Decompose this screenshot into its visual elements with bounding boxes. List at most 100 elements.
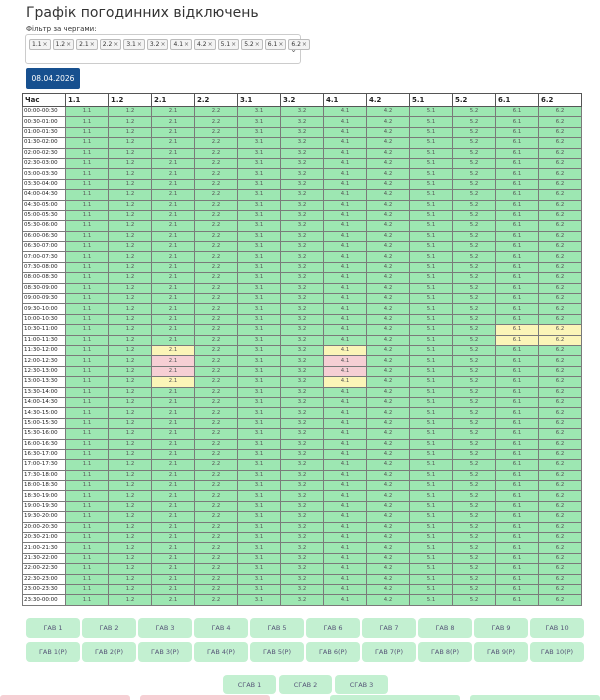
close-icon[interactable]: × [231, 41, 237, 48]
queue-status-cell: 1.1 [65, 365, 109, 378]
queue-status-cell: 5.1 [409, 313, 453, 326]
queue-status-cell: 4.2 [366, 230, 410, 243]
queue-status-cell: 4.2 [366, 220, 410, 232]
queue-status-cell: 5.2 [452, 220, 496, 232]
gav_r-button[interactable]: ГАВ 5(Р) [250, 642, 304, 662]
column-header-queue: 4.2 [366, 93, 410, 107]
gav_r-button[interactable]: ГАВ 7(Р) [362, 642, 416, 662]
gav-button[interactable]: ГАВ 7 [362, 618, 416, 638]
group-buttons: ГАВ 1 ГАВ 2 ГАВ 3 ГАВ 4 ГАВ 5 ГАВ 6 ГАВ 7 ГАВ 8… [26, 618, 586, 666]
queue-filter-select[interactable]: 1.1 × 1.2 × 2.1 × 2.2 × 3.1 × 3.2 × 4.1 × 4.2 × 5.1 × 5.2 ×… [25, 34, 310, 64]
gav-button[interactable]: ГАВ 1 [26, 618, 80, 638]
queue-status-cell: 5.2 [452, 500, 496, 513]
filter-chip[interactable]: 3.1 × [123, 39, 145, 50]
close-icon[interactable]: × [278, 41, 284, 48]
queue-status-cell: 1.2 [108, 105, 152, 118]
queue-status-cell: 3.2 [280, 448, 324, 461]
queue-status-cell: 6.2 [538, 168, 582, 180]
gav_r-button[interactable]: ГАВ 2(Р) [82, 642, 136, 662]
time-slot-cell: 01:00-01:30 [22, 126, 66, 139]
time-slot-cell: 16:30-17:00 [22, 448, 66, 461]
gav_r-button[interactable]: ГАВ 1(Р) [26, 642, 80, 662]
queue-status-cell: 3.2 [280, 407, 324, 419]
filter-chip[interactable]: 2.1 × [76, 39, 98, 50]
gav_r-button[interactable]: ГАВ 10(Р) [530, 642, 584, 662]
queue-status-cell: 2.2 [194, 438, 238, 450]
filter-chip[interactable]: 3.2 × [146, 39, 169, 50]
close-icon[interactable]: × [66, 41, 72, 48]
close-icon[interactable]: × [89, 41, 95, 48]
queue-status-cell: 6.2 [538, 531, 582, 544]
queue-status-cell: 6.1 [495, 230, 539, 243]
time-slot-cell: 05:00-05:30 [22, 209, 66, 222]
filter-chip[interactable]: 1.2 × [52, 39, 75, 50]
queue-status-cell: 5.2 [452, 428, 496, 440]
filter-chip[interactable]: 6.1 × [264, 39, 287, 50]
gav-button[interactable]: ГАВ 10 [530, 618, 584, 638]
queue-status-cell: 4.1 [323, 490, 367, 502]
gav_r-button[interactable]: ГАВ 4(Р) [194, 642, 248, 662]
queue-status-cell: 1.2 [108, 531, 152, 544]
gav_r-button[interactable]: ГАВ 9(Р) [474, 642, 528, 662]
gav-button[interactable]: ГАВ 3 [138, 618, 192, 638]
queue-status-cell: 4.1 [323, 324, 367, 336]
queue-status-cell: 4.1 [323, 178, 367, 191]
sgav-button[interactable]: СГАВ 2 [279, 675, 332, 694]
close-icon[interactable]: × [113, 41, 119, 48]
gav_r-button[interactable]: ГАВ 6(Р) [306, 642, 360, 662]
gav-button[interactable]: ГАВ 8 [418, 618, 472, 638]
filter-chip[interactable]: 6.2 × [288, 39, 310, 50]
queue-status-cell: 2.2 [194, 116, 238, 128]
sgav-button[interactable]: СГАВ 3 [335, 675, 388, 694]
close-icon[interactable]: × [254, 41, 260, 48]
queue-status-cell: 3.1 [237, 241, 281, 253]
gav-button[interactable]: ГАВ 2 [82, 618, 136, 638]
filter-chip[interactable]: 1.1 × [29, 39, 51, 50]
queue-status-cell: 6.2 [538, 542, 582, 554]
filter-chip[interactable]: 5.1 × [217, 39, 240, 50]
queue-status-cell: 6.2 [538, 428, 582, 440]
queue-status-cell: 2.2 [194, 490, 238, 502]
filter-chip[interactable]: 4.2 × [194, 39, 216, 50]
queue-status-cell: 2.2 [194, 563, 238, 575]
sgav-button[interactable]: СГАВ 1 [223, 675, 276, 694]
queue-status-cell: 4.1 [323, 407, 367, 419]
gav_r-button[interactable]: ГАВ 8(Р) [418, 642, 472, 662]
queue-status-cell: 2.1 [151, 459, 195, 471]
date-button[interactable]: 08.04.2026 [26, 68, 80, 89]
queue-status-cell: 4.1 [323, 459, 367, 471]
gav-button[interactable]: ГАВ 6 [306, 618, 360, 638]
close-icon[interactable]: × [42, 41, 48, 48]
queue-status-cell: 6.1 [495, 324, 539, 336]
queue-status-cell: 2.1 [151, 386, 195, 398]
queue-status-cell: 5.2 [452, 417, 496, 430]
queue-status-cell: 3.2 [280, 303, 324, 315]
gav-button[interactable]: ГАВ 4 [194, 618, 248, 638]
chevron-down-icon[interactable]: ⌄ [290, 45, 297, 54]
queue-status-cell: 3.1 [237, 168, 281, 180]
time-slot-cell: 10:30-11:00 [22, 324, 66, 336]
filter-chip[interactable]: 4.1 × [170, 39, 193, 50]
close-icon[interactable]: × [136, 41, 142, 48]
queue-status-cell: 6.1 [495, 500, 539, 513]
table-row: 12:30-13:00 1.1 1.2 2.1 2.2 3.1 3.2 4.1 4.2 5.1 5.… [22, 365, 582, 378]
queue-status-cell: 6.2 [538, 282, 582, 295]
gav-button[interactable]: ГАВ 9 [474, 618, 528, 638]
queue-status-cell: 3.1 [237, 480, 281, 492]
gav-button[interactable]: ГАВ 5 [250, 618, 304, 638]
queue-status-cell: 4.2 [366, 282, 410, 295]
column-header-queue: 3.2 [280, 93, 324, 107]
close-icon[interactable]: × [301, 41, 307, 48]
queue-status-cell: 5.1 [409, 396, 453, 409]
filter-chip[interactable]: 2.2 × [99, 39, 122, 50]
close-icon[interactable]: × [184, 41, 190, 48]
queue-status-cell: 6.1 [495, 344, 539, 357]
table-row: 23:00-23:30 1.1 1.2 2.1 2.2 3.1 3.2 4.1 4.2 5.1 5.… [22, 583, 582, 596]
gav_r-button[interactable]: ГАВ 3(Р) [138, 642, 192, 662]
queue-status-cell: 5.2 [452, 542, 496, 554]
filter-chip[interactable]: 5.2 × [241, 39, 263, 50]
queue-status-cell: 3.1 [237, 157, 281, 170]
close-icon[interactable]: × [160, 41, 166, 48]
queue-status-cell: 1.1 [65, 116, 109, 128]
close-icon[interactable]: × [207, 41, 213, 48]
